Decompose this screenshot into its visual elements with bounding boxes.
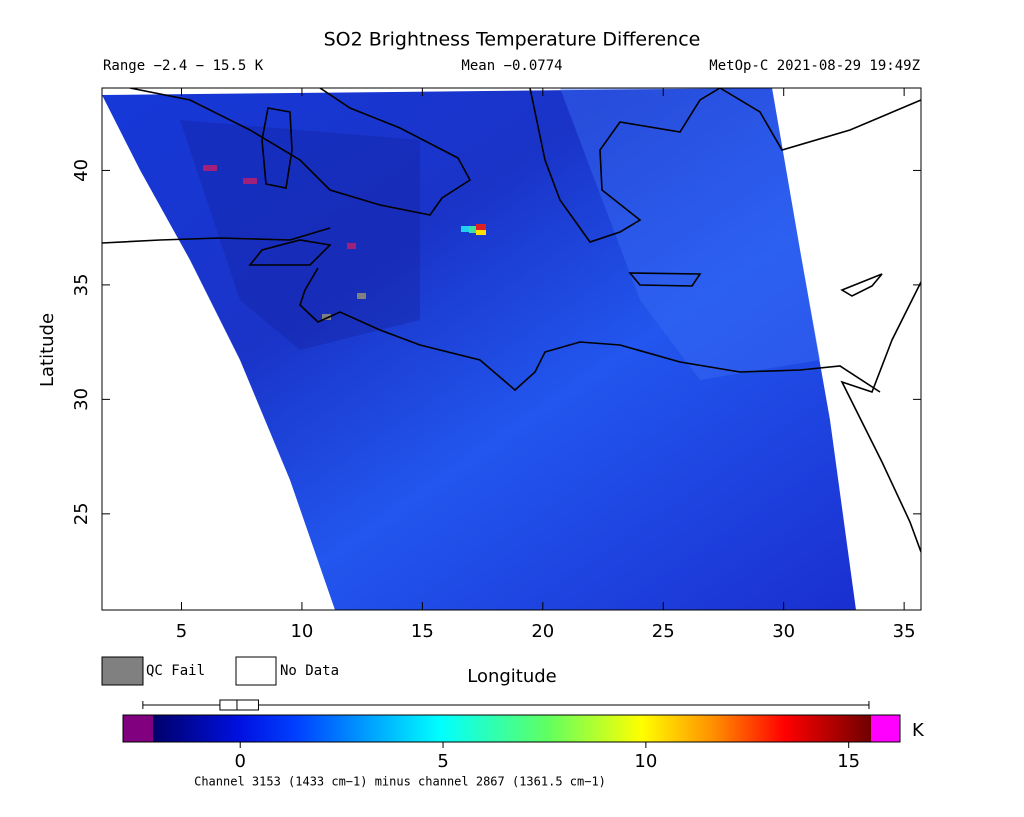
pixel <box>476 230 486 235</box>
x-label: Longitude <box>467 666 557 687</box>
legend-swatch <box>101 656 144 686</box>
coastline <box>719 88 921 151</box>
x-tick-label: 30 <box>772 621 795 642</box>
coastline <box>261 107 293 189</box>
y-tick-label: 35 <box>71 273 92 296</box>
colorbar-frame <box>122 714 901 743</box>
x-tick-label: 15 <box>411 621 434 642</box>
box <box>219 699 259 711</box>
y-tick-label: 25 <box>71 502 92 525</box>
legend-label: No Data <box>280 663 339 679</box>
colorbar-tick-label: 10 <box>634 751 657 772</box>
colorbar <box>153 715 871 742</box>
pixel <box>322 314 331 320</box>
pixel <box>469 226 477 233</box>
y-label: Latitude <box>37 313 58 387</box>
x-tick-label: 35 <box>893 621 916 642</box>
swath-light <box>560 88 820 380</box>
plot-frame <box>101 87 922 611</box>
mean: Mean −0.0774 <box>461 58 562 74</box>
legend-label: QC Fail <box>146 663 205 679</box>
x-tick-label: 20 <box>531 621 554 642</box>
coastline <box>840 281 921 553</box>
pixel <box>476 224 486 230</box>
pixel <box>243 178 257 184</box>
legend-swatch <box>235 656 277 686</box>
y-tick-label: 30 <box>71 388 92 411</box>
x-tick-label: 10 <box>290 621 313 642</box>
swath-dark <box>180 120 420 350</box>
colorbar-tick-label: 0 <box>234 751 245 772</box>
pixel <box>461 226 469 232</box>
coastline <box>102 227 331 244</box>
pixel <box>357 293 366 299</box>
colorbar-unit: K <box>912 720 925 741</box>
colorbar-tick-label: 5 <box>437 751 448 772</box>
over-color <box>871 715 900 742</box>
coastline <box>628 272 702 287</box>
satellite: MetOp-C 2021-08-29 19:49Z <box>709 58 920 74</box>
x-tick-label: 25 <box>652 621 675 642</box>
coastline <box>248 239 332 266</box>
coastline <box>129 88 472 216</box>
colorbar-tick-label: 15 <box>837 751 860 772</box>
colorbar-caption: Channel 3153 (1433 cm−1) minus channel 2… <box>194 775 606 789</box>
x-tick-label: 5 <box>176 621 187 642</box>
coastline <box>299 267 881 393</box>
range: Range −2.4 − 15.5 K <box>103 58 264 74</box>
pixel <box>203 165 217 171</box>
title: SO2 Brightness Temperature Difference <box>324 29 701 51</box>
pixel <box>347 243 356 249</box>
coastline <box>529 88 721 243</box>
map <box>102 88 921 610</box>
y-tick-label: 40 <box>71 159 92 182</box>
under-color <box>123 715 153 742</box>
coastline <box>840 273 883 297</box>
swath <box>102 88 856 610</box>
